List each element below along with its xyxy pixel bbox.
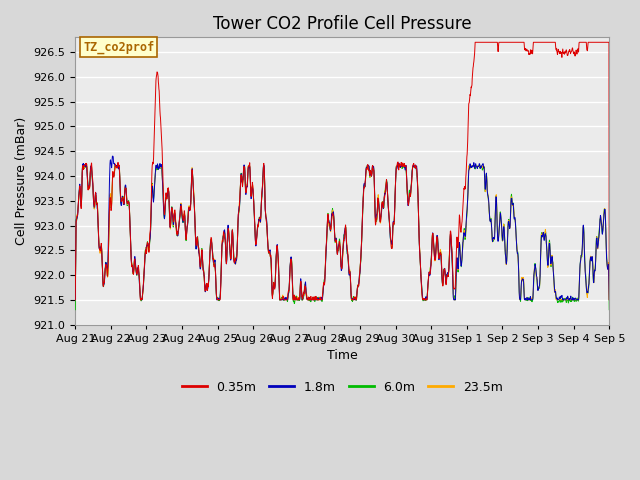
1.8m bbox=[72, 297, 79, 303]
Line: 23.5m: 23.5m bbox=[76, 166, 609, 300]
6.0m bbox=[72, 307, 79, 312]
0.35m bbox=[72, 297, 79, 303]
23.5m bbox=[605, 297, 613, 303]
6.0m bbox=[492, 193, 500, 199]
0.35m bbox=[331, 235, 339, 241]
0.35m bbox=[590, 39, 598, 45]
0.35m bbox=[492, 39, 500, 45]
Line: 0.35m: 0.35m bbox=[76, 42, 609, 300]
1.8m bbox=[332, 239, 339, 244]
X-axis label: Time: Time bbox=[327, 349, 358, 362]
23.5m bbox=[332, 238, 339, 244]
1.8m bbox=[605, 297, 613, 303]
0.35m bbox=[99, 266, 106, 272]
6.0m bbox=[317, 296, 325, 301]
1.8m bbox=[492, 194, 500, 200]
23.5m bbox=[590, 277, 598, 283]
1.8m bbox=[590, 280, 598, 286]
0.35m bbox=[317, 297, 324, 302]
23.5m bbox=[492, 193, 500, 199]
0.35m bbox=[605, 297, 613, 303]
23.5m bbox=[99, 277, 107, 283]
Line: 6.0m: 6.0m bbox=[76, 166, 609, 310]
Y-axis label: Cell Pressure (mBar): Cell Pressure (mBar) bbox=[15, 117, 28, 245]
1.8m bbox=[109, 153, 116, 159]
Line: 1.8m: 1.8m bbox=[76, 156, 609, 300]
Text: TZ_co2prof: TZ_co2prof bbox=[83, 40, 154, 54]
23.5m bbox=[317, 295, 325, 300]
6.0m bbox=[605, 307, 613, 312]
Legend: 0.35m, 1.8m, 6.0m, 23.5m: 0.35m, 1.8m, 6.0m, 23.5m bbox=[177, 376, 508, 399]
1.8m bbox=[590, 275, 598, 280]
6.0m bbox=[82, 163, 90, 169]
1.8m bbox=[317, 297, 325, 303]
23.5m bbox=[72, 297, 79, 303]
6.0m bbox=[99, 276, 107, 281]
1.8m bbox=[99, 271, 106, 276]
0.35m bbox=[590, 39, 598, 45]
Title: Tower CO2 Profile Cell Pressure: Tower CO2 Profile Cell Pressure bbox=[213, 15, 472, 33]
6.0m bbox=[590, 279, 598, 285]
0.35m bbox=[471, 39, 479, 45]
6.0m bbox=[590, 276, 598, 282]
6.0m bbox=[332, 240, 339, 246]
23.5m bbox=[79, 163, 87, 169]
23.5m bbox=[590, 280, 598, 286]
